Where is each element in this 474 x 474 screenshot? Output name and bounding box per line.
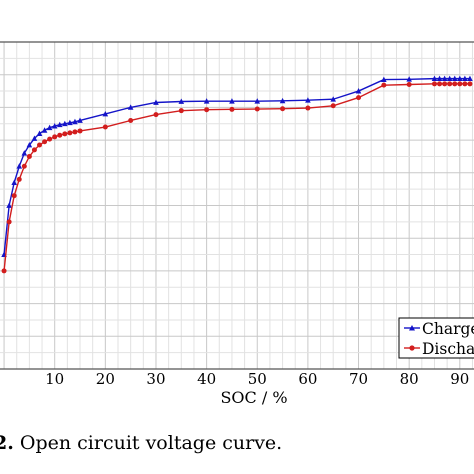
data-point-discharge (47, 136, 53, 142)
data-point-discharge (37, 142, 43, 148)
series-layer (1, 75, 473, 274)
x-tick-label: 20 (96, 370, 115, 388)
data-point-discharge (431, 81, 437, 87)
data-point-discharge (452, 81, 458, 87)
data-point-discharge (21, 163, 27, 169)
data-point-discharge (204, 107, 210, 113)
data-point-discharge (280, 106, 286, 112)
x-tick-label: 30 (146, 370, 165, 388)
data-point-charge (462, 75, 468, 82)
data-point-charge (178, 98, 185, 104)
data-point-discharge (72, 129, 78, 135)
data-point-charge (102, 110, 109, 117)
data-point-charge (381, 76, 387, 83)
data-point-discharge (442, 81, 448, 87)
data-point-discharge (457, 81, 463, 87)
data-point-discharge (57, 132, 63, 138)
data-point-charge (436, 75, 443, 82)
data-point-discharge (356, 95, 362, 101)
data-point-charge (467, 75, 473, 82)
data-point-discharge (406, 82, 412, 88)
data-point-charge (11, 179, 17, 186)
x-tick-labels: 10 20 30 40 50 60 70 80 90 (45, 370, 469, 388)
data-point-charge (446, 75, 453, 82)
data-point-charge (16, 163, 23, 169)
data-point-charge (46, 124, 53, 131)
legend-entry-charge: Charge (404, 320, 474, 338)
data-point-charge (441, 75, 448, 82)
data-point-charge (305, 97, 311, 103)
data-point-charge (406, 76, 412, 82)
x-tick-label: 60 (298, 370, 317, 388)
data-point-charge (431, 75, 438, 82)
legend: Charge Discharge (398, 317, 474, 359)
data-point-charge (41, 127, 48, 133)
figure-caption: 2. Open circuit voltage curve. (0, 432, 474, 454)
data-point-charge (330, 96, 337, 102)
data-point-discharge (381, 82, 387, 88)
data-point-charge (254, 98, 261, 104)
data-point-charge (72, 118, 78, 125)
data-point-charge (127, 104, 134, 110)
data-point-charge (51, 123, 58, 129)
data-point-discharge (62, 131, 68, 137)
data-point-charge (457, 75, 463, 82)
data-point-charge (451, 75, 458, 82)
legend-charge-label: Charge (422, 320, 474, 338)
data-point-discharge (467, 81, 473, 87)
data-point-discharge (77, 128, 83, 134)
x-tick-label: 50 (248, 370, 267, 388)
data-point-discharge (447, 81, 453, 87)
plot-frame (0, 41, 474, 370)
data-point-charge (21, 150, 28, 156)
x-tick-label: 70 (349, 370, 368, 388)
data-point-charge (6, 202, 12, 208)
data-point-discharge (305, 105, 311, 111)
data-point-discharge (330, 103, 336, 109)
x-tick-label: 80 (400, 370, 419, 388)
data-point-charge (26, 142, 33, 148)
data-point-discharge (178, 108, 184, 114)
data-point-charge (355, 88, 362, 94)
data-point-discharge (1, 268, 7, 274)
legend-entry-discharge: Discharge (404, 340, 474, 358)
data-point-discharge (11, 193, 17, 199)
data-point-discharge (16, 176, 22, 182)
data-point-discharge (52, 134, 58, 140)
data-point-charge (229, 98, 235, 104)
legend-charge-marker (409, 325, 415, 331)
data-point-discharge (102, 124, 108, 130)
legend-discharge-marker (409, 345, 415, 351)
data-point-charge (36, 130, 43, 136)
x-axis-title: SOC / % (220, 388, 287, 407)
data-point-discharge (26, 153, 32, 159)
data-point-discharge (462, 81, 468, 87)
data-point-charge (31, 135, 38, 141)
data-point-discharge (128, 117, 134, 123)
data-point-discharge (42, 139, 48, 145)
data-point-discharge (31, 147, 37, 153)
x-tick-label: 10 (45, 370, 64, 388)
data-point-charge (56, 121, 63, 128)
data-point-discharge (229, 106, 235, 112)
data-point-discharge (6, 219, 12, 225)
grid-lines (0, 42, 474, 369)
x-tick-label: 90 (450, 370, 469, 388)
data-point-discharge (67, 130, 73, 136)
data-point-charge (62, 120, 68, 127)
x-tick-label: 40 (197, 370, 216, 388)
data-point-discharge (254, 106, 260, 112)
data-point-charge (203, 98, 210, 104)
caption-text: Open circuit voltage curve. (13, 432, 283, 454)
data-point-charge (279, 97, 286, 104)
data-point-discharge (437, 81, 443, 87)
data-point-charge (153, 99, 159, 105)
data-point-charge (67, 119, 73, 126)
legend-discharge-label: Discharge (422, 340, 474, 358)
legend-box (398, 317, 474, 359)
data-point-charge (77, 117, 83, 123)
caption-label: 2. (0, 432, 14, 454)
data-point-discharge (153, 112, 159, 118)
